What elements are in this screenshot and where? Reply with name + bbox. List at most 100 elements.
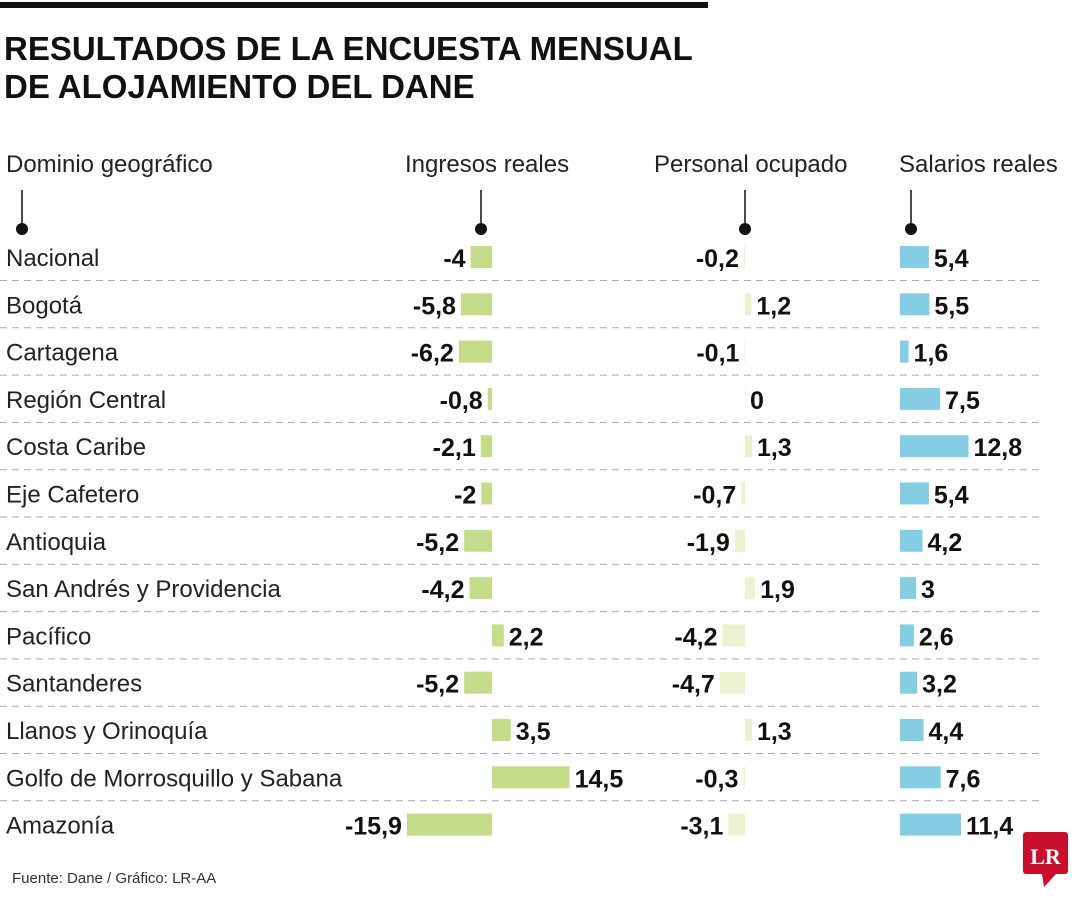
category-label: Llanos y Orinoquía bbox=[6, 718, 208, 745]
bar bbox=[741, 482, 745, 505]
pointer-dot-ingresos bbox=[475, 223, 487, 235]
data-label: 1,3 bbox=[757, 434, 792, 462]
data-label: -5,2 bbox=[416, 529, 459, 557]
data-label: -4,7 bbox=[672, 671, 715, 699]
bar bbox=[487, 387, 492, 410]
data-label: -2,1 bbox=[433, 434, 476, 462]
data-label: 1,6 bbox=[914, 340, 949, 368]
series-header-ingresos: Ingresos reales bbox=[405, 151, 569, 178]
category-label: Antioquia bbox=[6, 529, 107, 556]
bar bbox=[745, 577, 756, 600]
bar bbox=[743, 246, 745, 268]
bar bbox=[464, 529, 492, 552]
bar bbox=[470, 246, 492, 268]
data-label: 2,2 bbox=[509, 623, 544, 651]
bar bbox=[728, 813, 745, 836]
source-note: Fuente: Dane / Gráfico: LR-AA bbox=[12, 870, 216, 887]
bar bbox=[719, 671, 745, 694]
data-label: -0,2 bbox=[696, 245, 739, 273]
data-label: 2,6 bbox=[919, 623, 954, 651]
data-label: 0 bbox=[750, 387, 764, 415]
bar bbox=[900, 246, 929, 268]
category-label: Bogotá bbox=[6, 292, 83, 319]
category-label: Nacional bbox=[6, 245, 99, 272]
data-label: 3 bbox=[921, 576, 935, 604]
bar bbox=[900, 624, 914, 647]
data-label: 4,2 bbox=[927, 529, 962, 557]
data-label: -15,9 bbox=[345, 813, 402, 841]
bar bbox=[492, 624, 504, 647]
chart-title-line-2: DE ALOJAMIENTO DEL DANE bbox=[4, 68, 475, 105]
bar bbox=[744, 340, 746, 363]
bar bbox=[745, 293, 752, 316]
data-label: 5,5 bbox=[934, 292, 969, 320]
bar bbox=[745, 387, 746, 410]
data-label: -4,2 bbox=[674, 623, 717, 651]
data-label: 1,3 bbox=[757, 718, 792, 746]
bar bbox=[743, 766, 745, 789]
data-label: -1,9 bbox=[687, 529, 730, 557]
bar bbox=[745, 435, 752, 458]
bar bbox=[481, 482, 492, 505]
data-label: -0,1 bbox=[696, 340, 739, 368]
bar bbox=[458, 340, 492, 363]
category-label: San Andrés y Providencia bbox=[6, 576, 281, 603]
category-label: Santanderes bbox=[6, 671, 142, 698]
data-label: -3,1 bbox=[680, 813, 723, 841]
data-label: 1,9 bbox=[760, 576, 795, 604]
data-label: -5,2 bbox=[416, 671, 459, 699]
data-label: 7,5 bbox=[945, 387, 980, 415]
data-label: -0,8 bbox=[440, 387, 483, 415]
bar bbox=[900, 340, 909, 363]
data-label: -4,2 bbox=[421, 576, 464, 604]
data-label: -2 bbox=[454, 482, 476, 510]
category-header: Dominio geográfico bbox=[6, 151, 213, 178]
pointer-dot-category bbox=[16, 223, 28, 235]
bar bbox=[464, 671, 492, 694]
top-rule bbox=[0, 2, 708, 8]
bar bbox=[900, 577, 917, 600]
data-label: 5,4 bbox=[934, 245, 969, 273]
bar bbox=[480, 435, 492, 458]
bar bbox=[460, 293, 492, 316]
bar bbox=[900, 529, 923, 552]
bar bbox=[469, 577, 492, 600]
bar bbox=[900, 293, 930, 316]
bar bbox=[900, 719, 924, 741]
series-header-salarios: Salarios reales bbox=[899, 151, 1058, 178]
data-label: 12,8 bbox=[973, 434, 1022, 462]
series-header-personal: Personal ocupado bbox=[654, 151, 847, 178]
data-label: 7,6 bbox=[946, 765, 981, 793]
bar bbox=[745, 719, 752, 741]
category-label: Región Central bbox=[6, 387, 166, 414]
bar bbox=[900, 482, 929, 505]
bar bbox=[900, 435, 969, 458]
bar bbox=[900, 671, 918, 694]
data-label: 14,5 bbox=[575, 765, 624, 793]
svg-text:LR: LR bbox=[1030, 844, 1062, 869]
data-label: 4,4 bbox=[929, 718, 964, 746]
bar bbox=[900, 813, 961, 836]
chart-title-line-1: RESULTADOS DE LA ENCUESTA MENSUAL bbox=[4, 30, 693, 67]
data-label: 11,4 bbox=[966, 813, 1013, 841]
category-label: Cartagena bbox=[6, 340, 119, 367]
bar bbox=[722, 624, 745, 647]
pointer-dot-personal bbox=[739, 223, 751, 235]
data-label: -4 bbox=[443, 245, 465, 273]
category-label: Costa Caribe bbox=[6, 434, 146, 461]
data-label: 1,2 bbox=[756, 292, 791, 320]
data-label: -5,8 bbox=[413, 292, 456, 320]
category-label: Amazonía bbox=[6, 813, 115, 840]
category-label: Eje Cafetero bbox=[6, 482, 139, 509]
category-label: Pacífico bbox=[6, 623, 91, 650]
data-label: -0,3 bbox=[695, 765, 738, 793]
lr-logo: LR bbox=[1023, 832, 1068, 887]
pointer-dot-salarios bbox=[905, 223, 917, 235]
bar bbox=[900, 766, 941, 789]
data-label: 3,2 bbox=[922, 671, 957, 699]
bar bbox=[406, 813, 492, 836]
data-label: 5,4 bbox=[934, 482, 969, 510]
data-label: -6,2 bbox=[411, 340, 454, 368]
